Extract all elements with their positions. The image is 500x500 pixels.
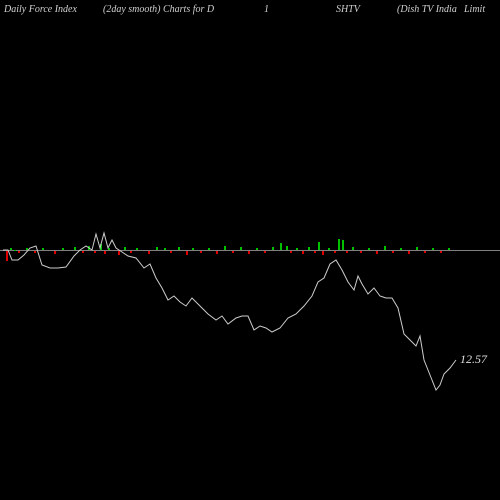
price-value-label: 12.57	[460, 352, 487, 367]
price-line	[3, 233, 456, 390]
price-line-chart	[0, 0, 500, 500]
chart-area: 12.57	[0, 0, 500, 500]
